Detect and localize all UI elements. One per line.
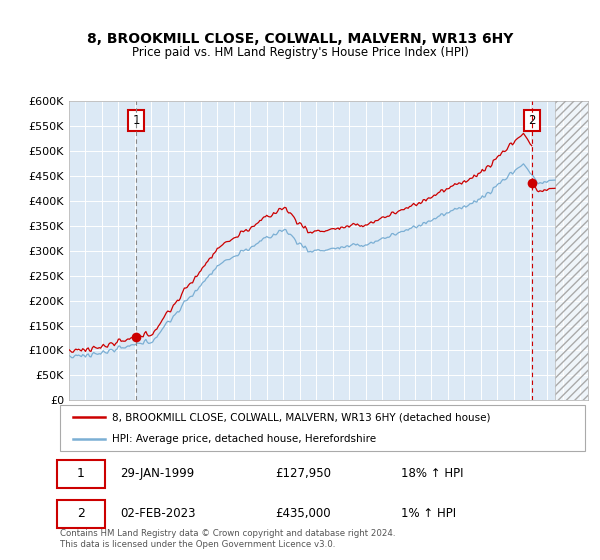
Text: 18% ↑ HPI: 18% ↑ HPI xyxy=(401,468,464,480)
Text: 29-JAN-1999: 29-JAN-1999 xyxy=(121,468,194,480)
FancyBboxPatch shape xyxy=(60,405,585,451)
Text: Price paid vs. HM Land Registry's House Price Index (HPI): Price paid vs. HM Land Registry's House … xyxy=(131,46,469,59)
Text: £127,950: £127,950 xyxy=(275,468,331,480)
Text: 8, BROOKMILL CLOSE, COLWALL, MALVERN, WR13 6HY (detached house): 8, BROOKMILL CLOSE, COLWALL, MALVERN, WR… xyxy=(113,412,491,422)
FancyBboxPatch shape xyxy=(58,460,104,488)
Text: £435,000: £435,000 xyxy=(275,507,331,520)
Text: 02-FEB-2023: 02-FEB-2023 xyxy=(121,507,196,520)
Text: 1: 1 xyxy=(77,468,85,480)
FancyBboxPatch shape xyxy=(58,500,104,528)
Text: Contains HM Land Registry data © Crown copyright and database right 2024.
This d: Contains HM Land Registry data © Crown c… xyxy=(60,529,395,549)
Text: 2: 2 xyxy=(77,507,85,520)
Text: 8, BROOKMILL CLOSE, COLWALL, MALVERN, WR13 6HY: 8, BROOKMILL CLOSE, COLWALL, MALVERN, WR… xyxy=(87,32,513,46)
Text: 1% ↑ HPI: 1% ↑ HPI xyxy=(401,507,457,520)
Text: HPI: Average price, detached house, Herefordshire: HPI: Average price, detached house, Here… xyxy=(113,435,377,444)
Text: 2: 2 xyxy=(528,114,536,127)
Text: 1: 1 xyxy=(133,114,140,127)
